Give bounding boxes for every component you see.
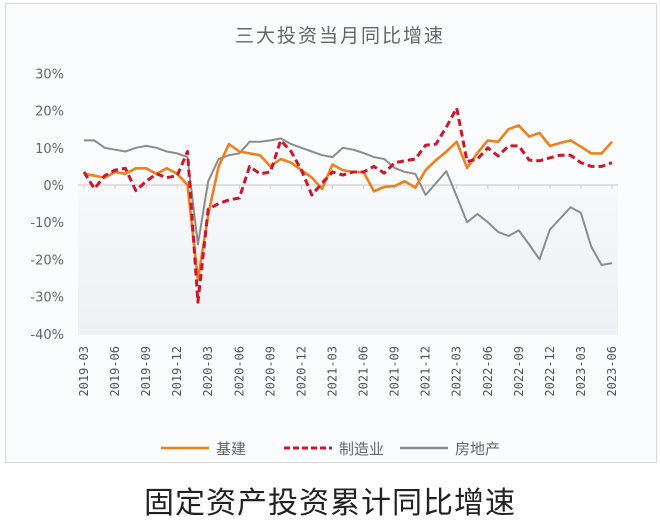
y-tick-label: -10% xyxy=(30,216,64,231)
x-tick-label: 2020-06 xyxy=(232,346,246,397)
figure-caption: 固定资产投资累计同比增速 xyxy=(144,486,516,521)
y-tick-label: -40% xyxy=(30,328,64,343)
x-tick-label: 2019-03 xyxy=(77,346,91,397)
x-tick-label: 2022-06 xyxy=(481,346,495,397)
y-tick-label: -30% xyxy=(30,291,64,306)
x-tick-label: 2019-06 xyxy=(108,346,122,397)
x-tick-label: 2021-06 xyxy=(357,346,371,397)
y-tick-label: 20% xyxy=(35,105,64,120)
series-line-manufacturing xyxy=(82,106,613,304)
legend-item: 房地产 xyxy=(400,440,500,458)
x-tick-label: 2020-12 xyxy=(294,346,308,397)
x-tick-label: 2023-03 xyxy=(574,346,588,397)
negative-area-background xyxy=(78,185,618,335)
y-tick-label: 10% xyxy=(35,142,64,157)
y-tick-label: 0% xyxy=(43,179,64,194)
legend-label: 房地产 xyxy=(455,440,500,458)
x-tick-label: 2023-06 xyxy=(605,346,619,397)
x-tick-label: 2022-12 xyxy=(543,346,557,397)
series-line-infrastructure xyxy=(83,124,613,282)
x-tick-label: 2021-12 xyxy=(419,346,433,397)
y-tick-label: 30% xyxy=(35,67,64,82)
x-tick-label: 2019-09 xyxy=(139,346,153,397)
x-tick-label: 2021-03 xyxy=(325,346,339,397)
chart-title: 三大投资当月同比增速 xyxy=(235,25,445,47)
x-tick-label: 2020-09 xyxy=(263,346,277,397)
legend-item: 基建 xyxy=(161,440,246,458)
legend-label: 基建 xyxy=(216,440,246,458)
x-tick-label: 2022-09 xyxy=(512,346,526,397)
series-line-real-estate xyxy=(84,137,613,266)
x-tick-label: 2019-12 xyxy=(170,346,184,397)
x-tick-label: 2020-03 xyxy=(201,346,215,397)
x-tick-label: 2022-03 xyxy=(450,346,464,397)
x-tick-label: 2021-09 xyxy=(388,346,402,397)
legend-item: 制造业 xyxy=(284,440,384,458)
legend-label: 制造业 xyxy=(339,440,384,458)
y-tick-label: -20% xyxy=(30,253,64,268)
